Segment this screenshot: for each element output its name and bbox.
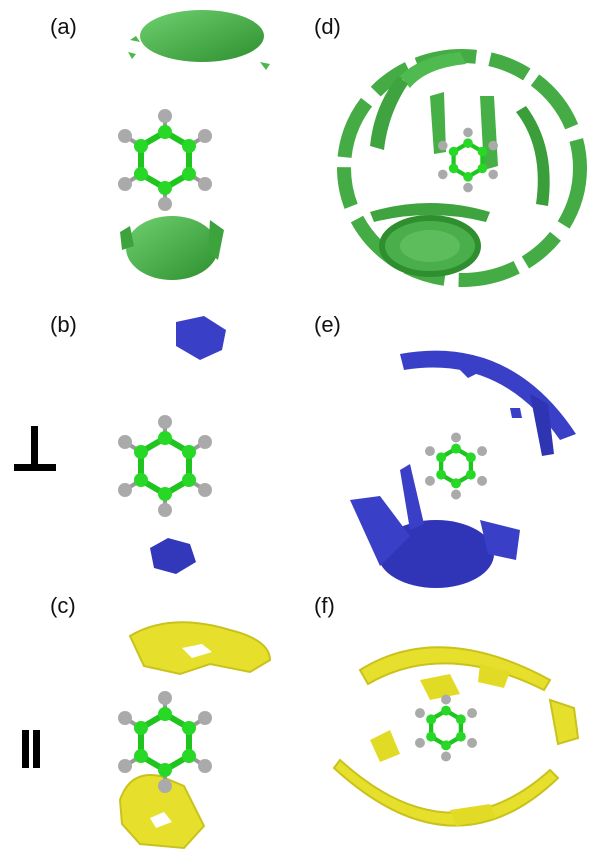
panel-a — [90, 0, 310, 290]
perpendicular-symbol — [14, 424, 56, 472]
benzene-molecule — [438, 127, 498, 193]
panel-b — [90, 300, 310, 590]
panel-c — [90, 600, 310, 861]
benzene-molecule — [118, 691, 212, 793]
panel-label-a: (a) — [50, 14, 77, 39]
panel-label-c: (c) — [50, 593, 76, 618]
panel-d — [330, 36, 590, 294]
isosurface-top — [140, 10, 264, 62]
benzene-molecule — [118, 415, 212, 517]
isosurface-top-arc — [400, 350, 576, 440]
benzene-molecule — [415, 694, 477, 762]
benzene-molecule — [118, 109, 212, 211]
panel-label-b: (b) — [50, 312, 77, 337]
isosurface-top — [176, 316, 226, 360]
isosurface-bottom — [150, 538, 196, 574]
panel-e — [330, 330, 590, 600]
panel-label-d: (d) — [314, 14, 341, 39]
panel-f — [330, 620, 590, 856]
isosurface-top-arc — [358, 646, 552, 692]
panel-label-e: (e) — [314, 312, 341, 337]
benzene-molecule — [425, 432, 487, 500]
parallel-symbol — [22, 730, 42, 770]
isosurface-bottom — [126, 216, 218, 280]
isosurface-bottom-arc — [332, 758, 560, 827]
panel-label-f: (f) — [314, 593, 335, 618]
isosurface-bottom — [118, 774, 206, 850]
